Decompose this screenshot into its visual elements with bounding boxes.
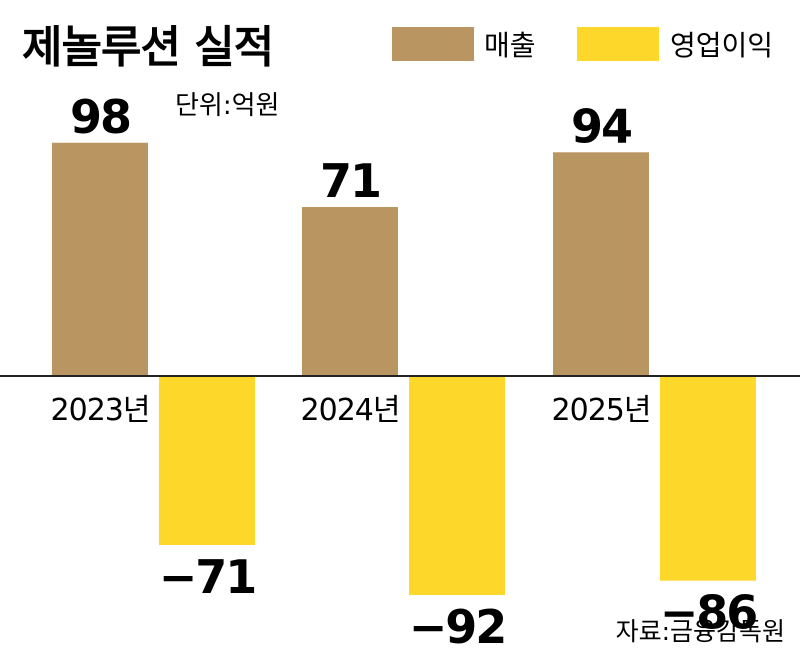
bar-revenue-2023년 — [52, 142, 148, 376]
legend-label-operating-profit: 영업이익 — [670, 29, 773, 62]
legend-swatch-operating-profit — [577, 27, 659, 61]
value-label-revenue-2024년: 71 — [320, 154, 380, 208]
chart-title: 제놀루션 실적 — [22, 22, 273, 73]
category-label-2025년: 2025년 — [552, 393, 651, 428]
bar-operating-profit-2024년 — [409, 376, 505, 595]
legend-label-revenue: 매출 — [484, 29, 536, 62]
source-label: 자료:금융감독원 — [616, 617, 785, 646]
bar-operating-profit-2025년 — [660, 376, 756, 581]
category-label-2024년: 2024년 — [301, 393, 400, 428]
bar-operating-profit-2023년 — [159, 376, 255, 545]
value-label-operating-profit-2023년: −71 — [159, 550, 256, 604]
bars-group — [52, 142, 756, 595]
value-label-operating-profit-2025년: −86 — [660, 586, 757, 640]
unit-label: 단위:억원 — [175, 91, 279, 121]
value-label-revenue-2025년: 94 — [571, 99, 631, 153]
labels-group: 98 −71 2023년 71 −92 2024년 94 −86 2025년 — [51, 90, 759, 654]
category-label-2023년: 2023년 — [51, 393, 150, 428]
value-label-revenue-2023년: 98 — [70, 90, 130, 144]
legend-swatch-revenue — [392, 27, 474, 61]
bar-revenue-2024년 — [302, 207, 398, 376]
value-label-operating-profit-2024년: −92 — [409, 600, 506, 654]
bar-revenue-2025년 — [553, 152, 649, 376]
